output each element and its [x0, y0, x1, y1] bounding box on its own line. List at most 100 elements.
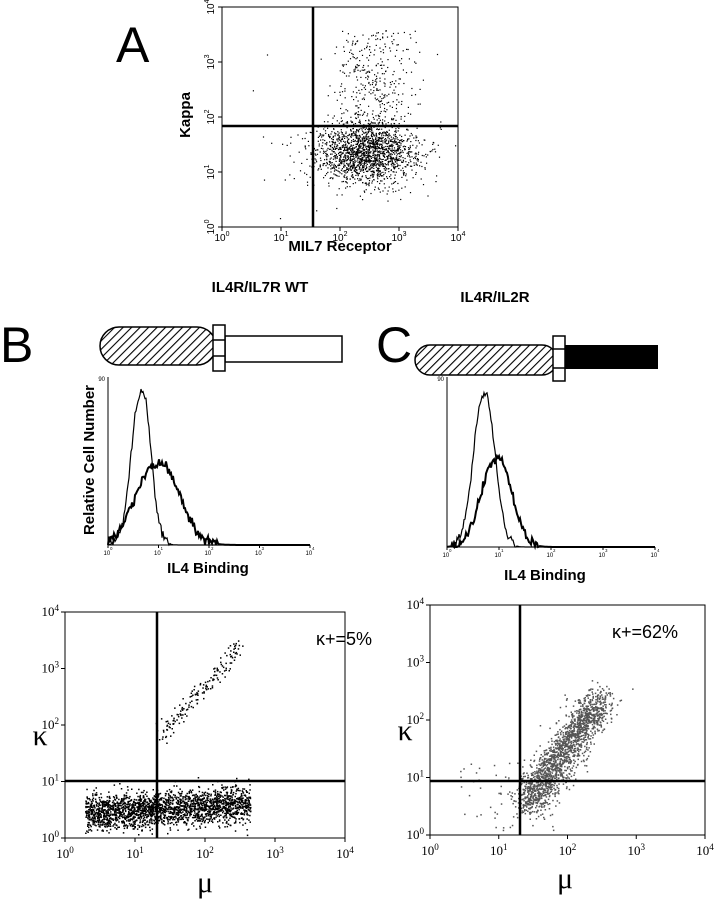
event-dot [387, 156, 388, 157]
event-dot [230, 792, 232, 794]
event-dot [97, 829, 99, 831]
event-dot [534, 811, 536, 813]
event-dot [353, 156, 354, 157]
event-dot [239, 818, 241, 820]
event-dot [368, 158, 369, 159]
event-dot [196, 694, 198, 696]
event-dot [351, 96, 352, 97]
event-dot [390, 178, 391, 179]
event-dot [131, 824, 133, 826]
event-dot [328, 115, 329, 116]
event-dot [326, 143, 327, 144]
event-dot [342, 132, 343, 133]
event-dot [373, 90, 374, 91]
event-dot [133, 807, 135, 809]
event-dot [115, 815, 117, 817]
event-dot [392, 154, 393, 155]
event-dot [235, 645, 237, 647]
event-dot [594, 731, 596, 733]
event-dot [379, 89, 380, 90]
event-dot [315, 155, 316, 156]
event-dot [183, 822, 185, 824]
event-dot [230, 656, 232, 658]
event-dot [195, 815, 197, 817]
event-dot [106, 803, 108, 805]
event-dot [128, 814, 130, 816]
event-dot [342, 181, 343, 182]
event-dot [356, 132, 357, 133]
event-dot [344, 172, 345, 173]
event-dot [207, 805, 209, 807]
event-dot [379, 151, 380, 152]
event-dot [368, 38, 369, 39]
event-dot [220, 657, 222, 659]
event-dot [350, 117, 351, 118]
event-dot [86, 789, 88, 791]
event-dot [242, 824, 244, 826]
event-dot [95, 799, 97, 801]
event-dot [117, 812, 119, 814]
event-dot [533, 777, 535, 779]
event-dot [130, 818, 132, 820]
event-dot [403, 140, 404, 141]
event-dot [145, 807, 147, 809]
event-dot [207, 799, 209, 801]
event-dot [306, 174, 307, 175]
tick-base: 10 [56, 846, 69, 861]
event-dot [548, 799, 550, 801]
event-dot [170, 735, 172, 737]
event-dot [199, 826, 201, 828]
event-dot [238, 788, 240, 790]
event-dot [379, 189, 380, 190]
event-dot [343, 66, 344, 67]
event-dot [234, 799, 236, 801]
event-dot [314, 162, 315, 163]
event-dot [406, 141, 407, 142]
event-dot [90, 826, 92, 828]
tick-base: 10 [41, 830, 54, 845]
event-dot [117, 809, 119, 811]
tick-exp: 4 [709, 842, 714, 852]
event-dot [362, 165, 363, 166]
event-dot [376, 135, 377, 136]
event-dot [172, 817, 174, 819]
event-dot [379, 158, 380, 159]
event-dot [391, 141, 392, 142]
event-dot [346, 122, 347, 123]
event-dot [165, 793, 167, 795]
event-dot [320, 151, 321, 152]
event-dot [180, 808, 182, 810]
event-dot [149, 822, 151, 824]
event-dot [339, 155, 340, 156]
event-dot [166, 817, 168, 819]
event-dot [177, 819, 179, 821]
event-dot [394, 93, 395, 94]
event-dot [165, 795, 167, 797]
event-dot [356, 169, 357, 170]
event-dot [392, 151, 393, 152]
event-dot [202, 692, 204, 694]
event-dot [336, 154, 337, 155]
event-dot [403, 160, 404, 161]
tick-label-group: 102 [204, 109, 217, 124]
event-dot [119, 827, 121, 829]
event-dot [386, 164, 387, 165]
event-dot [375, 149, 376, 150]
event-dot [194, 794, 196, 796]
event-dot [108, 791, 110, 793]
event-dot [330, 168, 331, 169]
event-dot [379, 155, 380, 156]
event-dot [133, 817, 135, 819]
event-dot [373, 168, 374, 169]
event-dot [241, 795, 243, 797]
event-dot [109, 823, 111, 825]
event-dot [372, 157, 373, 158]
event-dot [238, 648, 240, 650]
event-dot [239, 822, 241, 824]
event-dot [243, 818, 245, 820]
event-dot [394, 147, 395, 148]
event-dot [249, 797, 251, 799]
event-dot [217, 679, 219, 681]
event-dot [352, 152, 353, 153]
event-dot [353, 145, 354, 146]
